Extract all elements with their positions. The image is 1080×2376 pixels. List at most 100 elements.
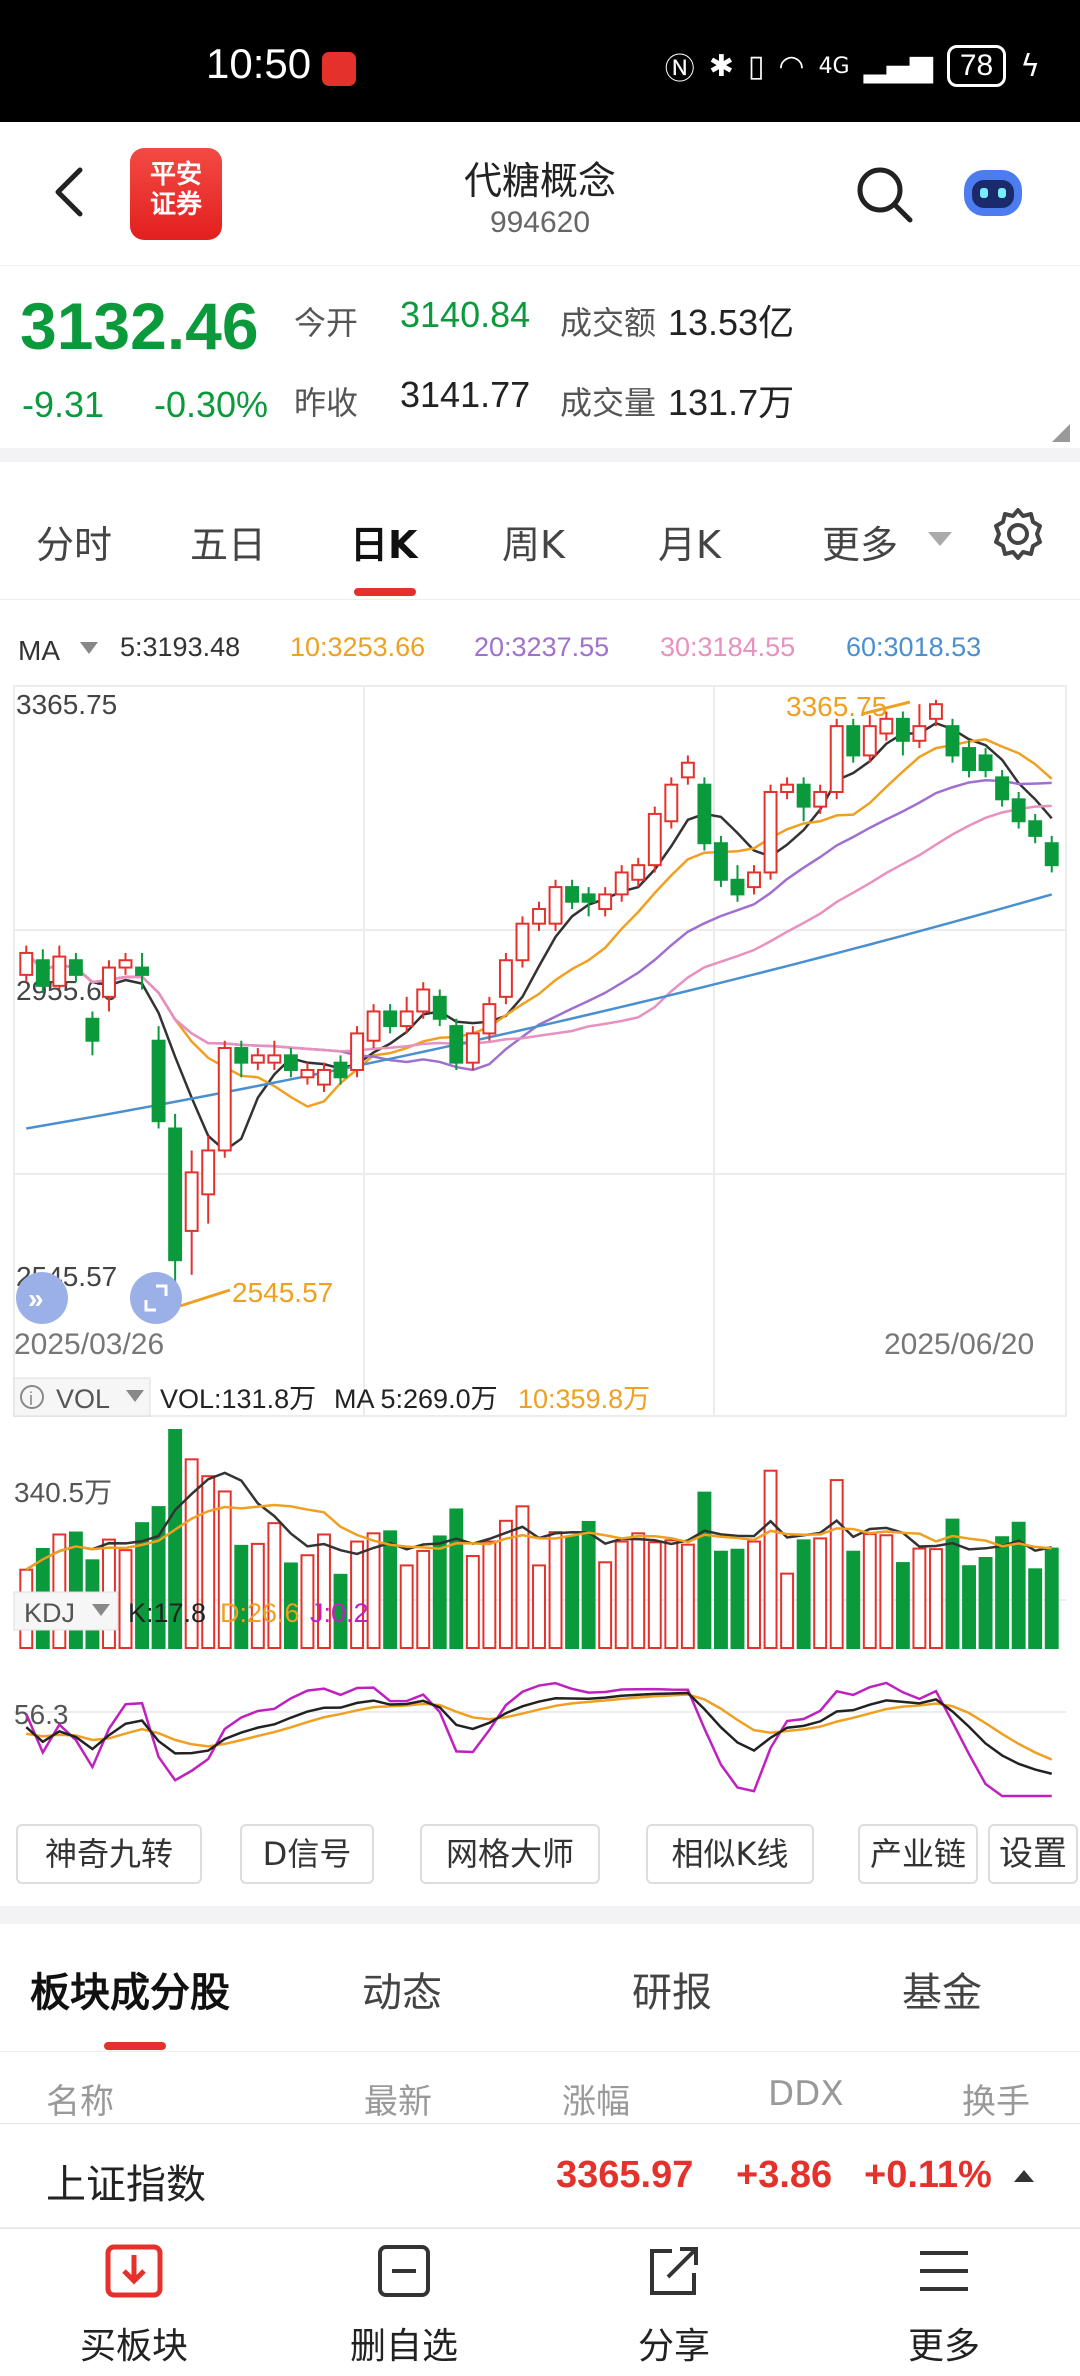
ma10-line (25, 738, 1053, 1108)
date-end: 2025/06/20 (884, 1328, 1034, 1361)
back-icon[interactable] (42, 162, 102, 222)
page-title: 代糖概念 (463, 159, 616, 203)
volume-bar (697, 1491, 712, 1649)
gear-icon[interactable] (990, 506, 1046, 562)
vol-ma5: MA 5:269.0万 (334, 1384, 498, 1414)
volume-bar (1028, 1568, 1043, 1650)
nav-more[interactable]: 更多 (854, 2243, 1034, 2369)
candle-body (895, 717, 910, 742)
candle-body (862, 725, 877, 757)
expand-sidebar-icon[interactable] (16, 1272, 68, 1324)
tab-five-day[interactable]: 五日 (190, 523, 267, 567)
volume-bar (1044, 1547, 1059, 1649)
expand-corner-icon[interactable] (1052, 424, 1070, 442)
tab-funds[interactable]: 基金 (902, 1970, 982, 2016)
vol-selector[interactable] (13, 1377, 151, 1417)
ma-legend-label[interactable]: MA (18, 635, 60, 666)
col-turnover[interactable]: 换手 (962, 2082, 1030, 2122)
volume-bar (515, 1505, 530, 1650)
candle-body (813, 790, 828, 808)
candle-body (647, 812, 662, 867)
tool-grid-master[interactable]: 网格大师 (420, 1824, 600, 1884)
tab-constituents[interactable]: 板块成分股 (30, 1970, 230, 2016)
chevron-down-icon (928, 532, 952, 546)
volume-bar (581, 1520, 596, 1649)
volume-bar (151, 1506, 166, 1650)
tab-more[interactable]: 更多 (822, 523, 899, 567)
double-chevron-icon: » (28, 1283, 44, 1314)
vol-dropdown-icon[interactable] (126, 1390, 144, 1402)
tab-weekly-k[interactable]: 周K (502, 523, 565, 567)
ai-assistant-icon[interactable] (958, 162, 1028, 222)
broker-logo: 平安 证券 (130, 148, 222, 240)
index-ticker-row[interactable]: 上证指数 3365.97 +3.86 +0.11% (0, 2124, 1080, 2228)
kdj-k: K:17.8 (128, 1598, 206, 1628)
tool-magic-nine[interactable]: 神奇九转 (16, 1824, 202, 1884)
candle-body (135, 966, 150, 976)
prev-close-label: 昨收 (294, 384, 359, 422)
ma-dropdown-icon[interactable] (80, 642, 98, 654)
kdj-d-line (26, 1693, 1053, 1761)
candle-body (548, 886, 563, 925)
col-change[interactable]: 涨幅 (562, 2082, 630, 2122)
tab-research[interactable]: 研报 (632, 1970, 712, 2016)
tool-d-signal[interactable]: D信号 (240, 1824, 374, 1884)
tab-intraday[interactable]: 分时 (36, 523, 113, 567)
kline-chart-area[interactable]: MA 5:3193.48 10:3253.66 20:3237.55 30:31… (0, 600, 1080, 1830)
volume-bar (168, 1429, 183, 1649)
candle-body (780, 783, 795, 793)
volume-bar (962, 1565, 976, 1649)
volume-bar (350, 1540, 365, 1650)
open-label: 今开 (294, 304, 359, 342)
tab-monthly-k[interactable]: 月K (658, 523, 721, 567)
expand-up-icon[interactable] (1014, 2170, 1034, 2182)
vol-axis-label: 340.5万 (14, 1477, 112, 1508)
volume-bar (730, 1548, 745, 1649)
candle-body (962, 747, 976, 772)
tab-news[interactable]: 动态 (362, 1970, 442, 2016)
volume-bar (234, 1544, 249, 1649)
volume-bar (52, 1533, 67, 1649)
volume-bar (201, 1475, 216, 1649)
vol-ma10-line (25, 1503, 1052, 1571)
candlesticks (19, 699, 1059, 1290)
candle-body (68, 959, 83, 976)
active-tab-indicator (354, 588, 416, 596)
candle-body (201, 1149, 216, 1196)
volume-bar (366, 1532, 381, 1649)
ma5-legend: 5:3193.48 (120, 632, 240, 662)
vol-value: VOL:131.8万 (160, 1384, 316, 1414)
volume-bar (747, 1540, 761, 1650)
col-latest[interactable]: 最新 (364, 2082, 432, 2122)
tool-industry-chain[interactable]: 产业链 (858, 1824, 978, 1884)
index-change: +3.86 (736, 2154, 833, 2196)
fullscreen-icon[interactable] (130, 1272, 182, 1324)
ma60-legend: 60:3018.53 (846, 632, 981, 662)
download-icon (105, 2244, 163, 2298)
volume-bar (912, 1547, 927, 1649)
kdj-dropdown-icon[interactable] (92, 1604, 110, 1616)
candle-body (631, 864, 646, 881)
volume-bar (217, 1490, 232, 1649)
candle-body (995, 776, 1010, 801)
col-name[interactable]: 名称 (46, 2082, 114, 2122)
tool-settings[interactable]: 设置 (988, 1824, 1078, 1884)
amount-label: 成交额 (560, 304, 657, 342)
nav-buy-sector[interactable]: 买板块 (44, 2243, 224, 2369)
last-price: 3132.46 (20, 289, 259, 363)
info-icon[interactable] (20, 1385, 44, 1409)
volume-bar (846, 1550, 861, 1649)
volume-bar (995, 1536, 1010, 1649)
tool-similar-k[interactable]: 相似K线 (646, 1824, 814, 1884)
volume-label: 成交量 (560, 384, 657, 422)
ma20-legend: 20:3237.55 (474, 632, 609, 662)
kdj-d: D:26.6 (220, 1598, 300, 1628)
nav-remove-watchlist[interactable]: 删自选 (314, 2243, 494, 2369)
candle-body (283, 1054, 298, 1071)
search-icon[interactable] (852, 162, 916, 226)
tab-daily-k[interactable]: 日K (350, 523, 418, 567)
index-price: 3365.97 (556, 2154, 694, 2196)
nav-share[interactable]: 分享 (584, 2243, 764, 2369)
volume-bar (399, 1564, 414, 1650)
col-ddx[interactable]: DDX (768, 2074, 844, 2114)
